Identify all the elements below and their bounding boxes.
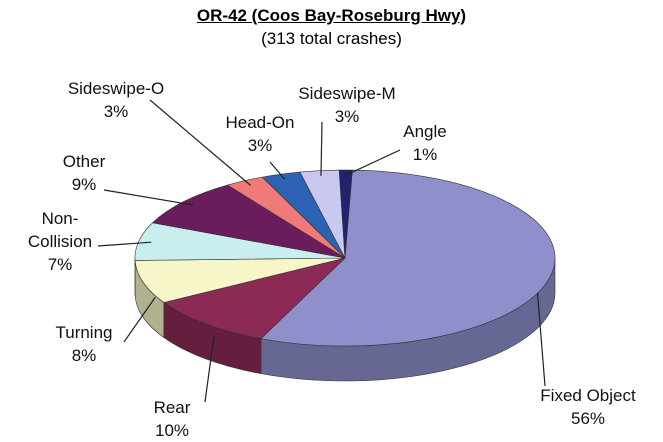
value-label: 10%	[112, 419, 232, 442]
category-label: Other	[24, 150, 144, 173]
chart-title: OR-42 (Coos Bay-Roseburg Hwy)	[0, 6, 663, 26]
value-label: 9%	[24, 173, 144, 196]
category-label: Non-Collision	[20, 207, 100, 253]
value-label: 3%	[56, 100, 176, 123]
category-label: Angle	[365, 120, 485, 143]
category-label: Turning	[24, 321, 144, 344]
value-label: 3%	[200, 134, 320, 157]
category-label: Rear	[112, 396, 232, 419]
chart-subtitle: (313 total crashes)	[0, 29, 663, 49]
value-label: 7%	[20, 253, 100, 276]
category-label: Fixed Object	[528, 384, 648, 407]
category-label: Sideswipe-M	[287, 82, 407, 105]
value-label: 56%	[528, 407, 648, 430]
leader-line	[321, 122, 322, 176]
value-label: 1%	[365, 143, 485, 166]
category-label: Sideswipe-O	[56, 77, 176, 100]
value-label: 8%	[24, 344, 144, 367]
